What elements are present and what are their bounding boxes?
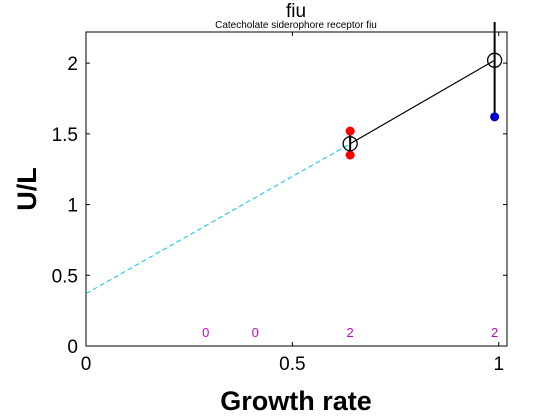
plot-frame	[85, 31, 508, 347]
x-tick-label: 0	[81, 354, 92, 375]
blue-data-point	[490, 112, 500, 122]
mean-point	[486, 52, 503, 68]
x-tick-label: 1	[493, 354, 504, 375]
extrapolation-line	[85, 143, 351, 295]
sample-count-label: 0	[252, 325, 259, 340]
y-tick-label: 0	[67, 337, 78, 358]
plot-marks: 0 0.5 100.511.520 0 2 2	[52, 22, 507, 375]
y-axis-label: U/L	[12, 167, 42, 211]
red-data-point	[345, 126, 355, 136]
mean-point	[342, 136, 358, 152]
x-tick-label: 0.5	[279, 354, 305, 375]
sample-count-label: 2	[491, 325, 498, 340]
y-tick-label: 0.5	[52, 266, 78, 287]
y-tick-label: 1	[67, 196, 78, 217]
red-data-point	[345, 150, 355, 160]
y-tick-label: 1.5	[52, 125, 78, 146]
sample-count-label: 2	[347, 325, 354, 340]
fit-line	[349, 59, 495, 145]
sample-count-label: 0	[202, 325, 209, 340]
chart-subtitle: Catecholate siderophore receptor fiu	[215, 20, 377, 31]
y-tick-label: 2	[67, 54, 78, 75]
chart-title: fiu	[286, 1, 306, 22]
x-axis-label: Growth rate	[220, 386, 372, 416]
